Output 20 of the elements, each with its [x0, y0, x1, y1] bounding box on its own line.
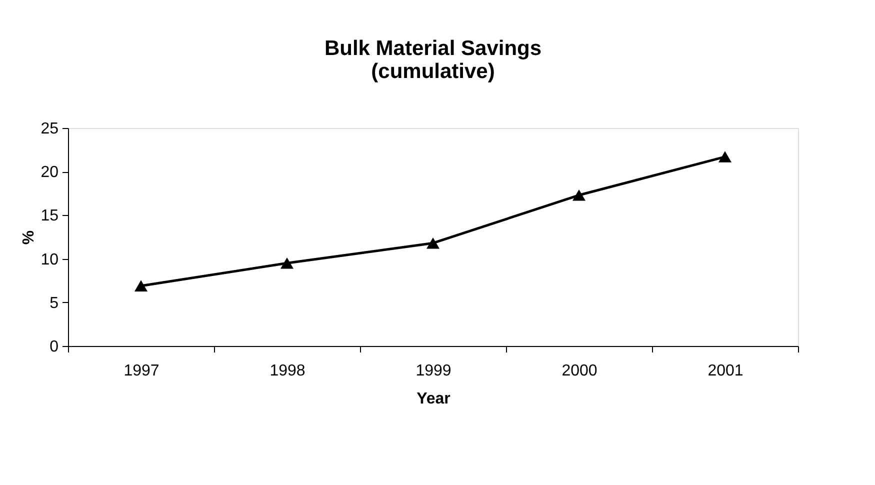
x-tick-label: 1998: [270, 362, 306, 380]
y-tick-label: 5: [50, 294, 59, 312]
point: [426, 237, 440, 249]
text: (cumulative): [371, 60, 495, 83]
point: [718, 151, 732, 162]
x-tick-label: 1999: [416, 362, 452, 380]
point: [280, 258, 294, 269]
text: Bulk Material Savings: [324, 37, 542, 60]
y-tick-label: 10: [40, 251, 59, 268]
y-axis-title: %: [20, 230, 38, 245]
y-tick-label: 20: [40, 164, 59, 182]
x-tick-label: 1997: [124, 362, 160, 380]
x-tick-label: 2000: [562, 362, 598, 380]
point: [572, 190, 586, 201]
point: [134, 280, 148, 292]
x-tick-label: 2001: [708, 362, 744, 380]
x-axis-title: Year: [416, 390, 450, 408]
y-tick-label: 0: [50, 338, 59, 356]
y-tick-label: 25: [40, 120, 59, 138]
y-tick-label: 15: [40, 208, 59, 225]
